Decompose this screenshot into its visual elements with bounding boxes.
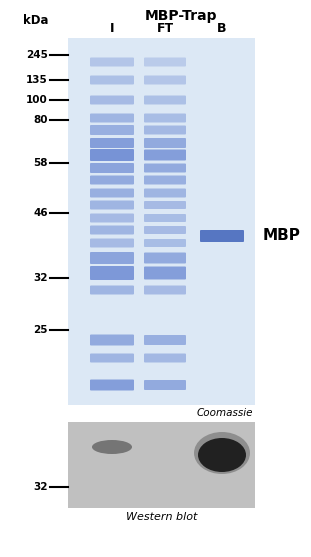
FancyBboxPatch shape [144,76,186,85]
FancyBboxPatch shape [144,266,186,280]
FancyBboxPatch shape [144,164,186,173]
FancyBboxPatch shape [144,149,186,160]
FancyBboxPatch shape [144,138,186,148]
Text: 245: 245 [26,50,48,60]
FancyBboxPatch shape [144,125,186,134]
FancyBboxPatch shape [90,188,134,198]
FancyBboxPatch shape [200,230,244,242]
FancyBboxPatch shape [90,226,134,234]
Bar [68,38,255,405]
FancyBboxPatch shape [90,114,134,123]
Ellipse shape [194,432,250,474]
Text: 46: 46 [33,208,48,218]
Text: 100: 100 [26,95,48,105]
FancyBboxPatch shape [144,380,186,390]
FancyBboxPatch shape [144,175,186,184]
Text: Western blot: Western blot [126,512,197,522]
FancyBboxPatch shape [90,76,134,85]
FancyBboxPatch shape [144,214,186,222]
FancyBboxPatch shape [90,57,134,66]
Text: 80: 80 [34,115,48,125]
Text: 32: 32 [34,273,48,283]
FancyBboxPatch shape [90,201,134,209]
FancyBboxPatch shape [144,114,186,123]
Text: Coomassie: Coomassie [197,408,253,418]
FancyBboxPatch shape [90,354,134,363]
FancyBboxPatch shape [90,125,134,135]
Text: 58: 58 [34,158,48,168]
FancyBboxPatch shape [144,226,186,234]
FancyBboxPatch shape [90,238,134,247]
FancyBboxPatch shape [144,335,186,345]
FancyBboxPatch shape [90,175,134,184]
FancyBboxPatch shape [90,163,134,173]
FancyBboxPatch shape [90,335,134,345]
Text: MBP-Trap: MBP-Trap [145,9,218,23]
Text: kDa: kDa [22,13,48,27]
Ellipse shape [92,440,132,454]
FancyBboxPatch shape [144,201,186,209]
Text: I: I [110,22,114,35]
FancyBboxPatch shape [144,57,186,66]
Ellipse shape [198,438,246,472]
FancyBboxPatch shape [144,252,186,263]
FancyBboxPatch shape [90,252,134,264]
Bar [68,422,255,508]
FancyBboxPatch shape [144,188,186,198]
FancyBboxPatch shape [144,286,186,295]
FancyBboxPatch shape [90,379,134,390]
Text: B: B [217,22,227,35]
Text: MBP: MBP [263,228,301,243]
Text: 32: 32 [34,482,48,492]
FancyBboxPatch shape [90,266,134,280]
FancyBboxPatch shape [90,286,134,295]
FancyBboxPatch shape [90,95,134,105]
FancyBboxPatch shape [144,95,186,105]
Text: 25: 25 [34,325,48,335]
Text: FT: FT [156,22,174,35]
FancyBboxPatch shape [90,149,134,161]
FancyBboxPatch shape [144,239,186,247]
FancyBboxPatch shape [144,354,186,363]
Text: 135: 135 [26,75,48,85]
FancyBboxPatch shape [90,138,134,148]
FancyBboxPatch shape [90,213,134,222]
